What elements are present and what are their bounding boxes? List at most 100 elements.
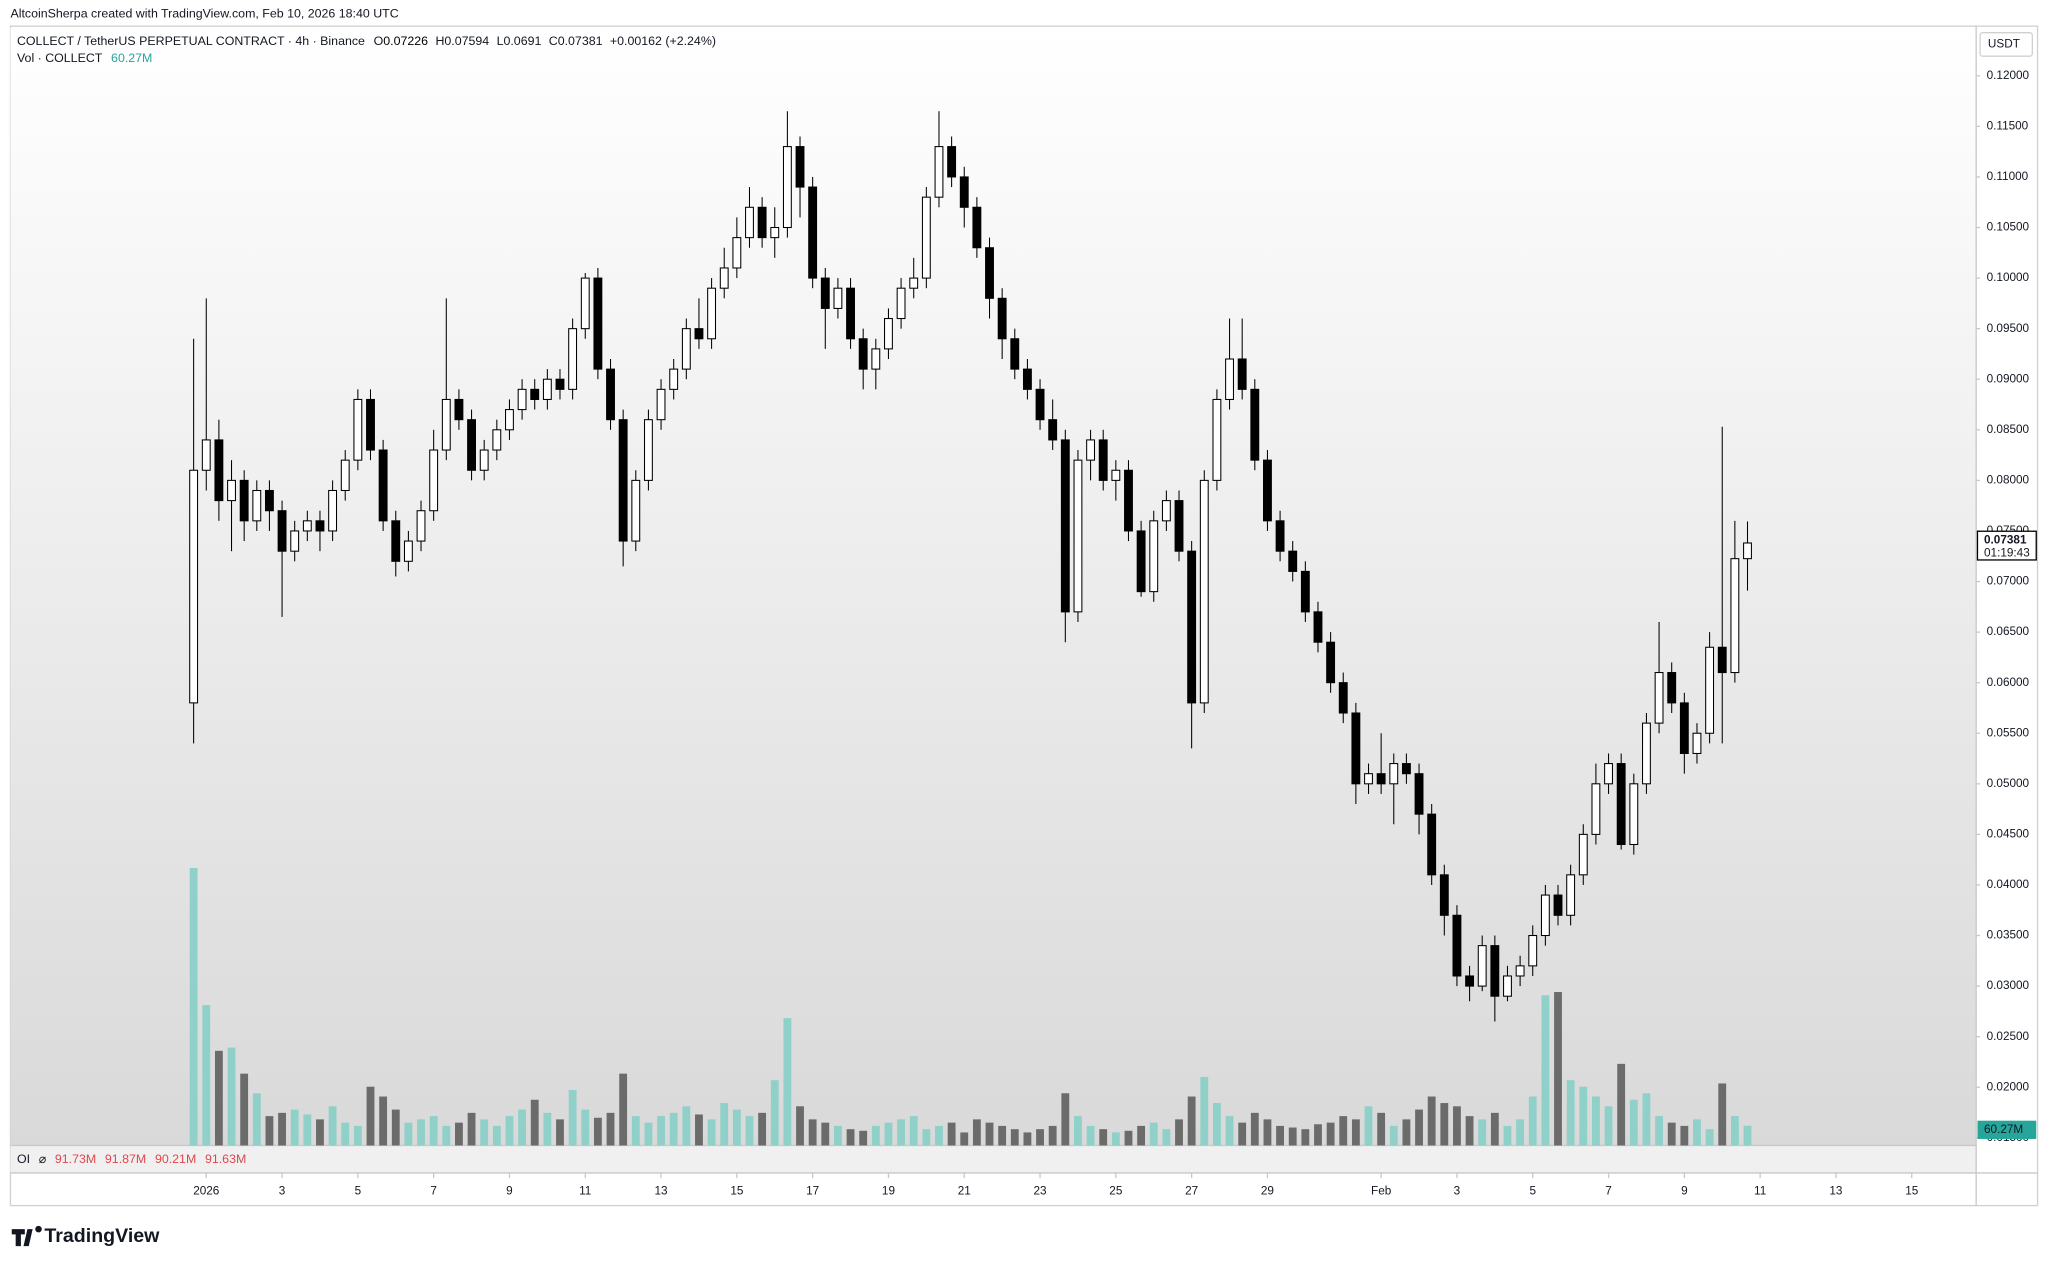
- y-tick-label: 0.04500: [1987, 827, 2030, 840]
- candle-body: [1225, 358, 1234, 400]
- volume-bar: [252, 1093, 261, 1146]
- volume-bar: [1377, 1112, 1386, 1146]
- candle-body: [1439, 874, 1449, 916]
- volume-bar: [240, 1073, 249, 1146]
- volume-bar: [1175, 1119, 1183, 1146]
- volume-bar: [1225, 1116, 1234, 1146]
- x-tick-label: 13: [655, 1184, 669, 1197]
- x-tick-label: 5: [355, 1184, 362, 1197]
- candle-body: [1237, 358, 1247, 390]
- candle-body: [517, 388, 527, 411]
- candle-body: [580, 277, 590, 330]
- candle-body: [1136, 530, 1146, 593]
- x-tick-label: 15: [1905, 1184, 1919, 1197]
- volume-bar: [353, 1125, 362, 1146]
- volume-bar: [1718, 1083, 1727, 1146]
- ohlc-letter: H: [435, 34, 444, 48]
- x-tick-label: 25: [1109, 1184, 1123, 1197]
- low-value: 0.0691: [503, 34, 541, 48]
- candle-body: [947, 146, 957, 178]
- volume-bar: [1389, 1125, 1398, 1146]
- volume-bar: [871, 1125, 880, 1146]
- candle-body: [1553, 894, 1563, 916]
- candle-body: [656, 388, 666, 421]
- x-tick-label: 11: [579, 1184, 591, 1197]
- volume-bar: [341, 1122, 350, 1146]
- volume-bar: [316, 1119, 324, 1146]
- candle-body: [1022, 368, 1032, 390]
- high-value: 0.07594: [444, 34, 489, 48]
- candle-body: [1035, 388, 1045, 421]
- candle-body: [1427, 813, 1437, 876]
- candle-body: [782, 146, 792, 229]
- candle-body: [290, 530, 300, 552]
- candle-body: [479, 449, 489, 471]
- volume-bar: [518, 1109, 527, 1146]
- candle-body: [1187, 550, 1197, 704]
- candle-body: [492, 429, 502, 451]
- volume-bar: [695, 1114, 703, 1146]
- candle-body: [1705, 646, 1715, 734]
- volume-title: Vol · COLLECT: [17, 51, 103, 65]
- currency: USDT: [1988, 38, 2020, 51]
- y-tick-label: 0.09000: [1987, 372, 2030, 385]
- candle-body: [1124, 469, 1133, 532]
- candle-body: [1048, 419, 1058, 441]
- candle-body: [1326, 641, 1336, 684]
- volume-bar: [859, 1130, 868, 1146]
- candle-body: [1679, 702, 1689, 754]
- volume-bar: [947, 1122, 956, 1146]
- candle-body: [1351, 712, 1361, 785]
- volume-bar: [972, 1119, 981, 1146]
- candle-body: [1591, 783, 1601, 835]
- volume-bar: [1200, 1076, 1209, 1146]
- volume-bar: [884, 1122, 893, 1146]
- volume-bar: [682, 1106, 691, 1146]
- volume-bar: [1314, 1124, 1322, 1146]
- volume-bar: [1730, 1116, 1739, 1146]
- candle-body: [1654, 672, 1664, 724]
- volume-bar: [1591, 1096, 1600, 1146]
- y-tick-label: 0.08000: [1987, 473, 2030, 486]
- candle-body: [1338, 682, 1348, 714]
- x-tick-label: 15: [730, 1184, 744, 1197]
- candle-body: [1073, 459, 1083, 613]
- candle-body: [884, 318, 893, 350]
- candle-body: [505, 409, 514, 431]
- candle-body: [264, 489, 274, 512]
- volume-bar: [1351, 1119, 1360, 1146]
- candle-body: [1566, 874, 1576, 916]
- volume-bar: [227, 1047, 236, 1146]
- volume-bar: [669, 1112, 678, 1146]
- oi-value: 91.87M: [105, 1152, 146, 1166]
- x-tick-label: 11: [1754, 1184, 1766, 1197]
- x-tick-label: 17: [806, 1184, 819, 1197]
- x-tick-label: 19: [882, 1184, 895, 1197]
- volume-bar: [1566, 1080, 1575, 1146]
- volume-bar: [707, 1119, 716, 1146]
- candle-body: [1149, 520, 1159, 593]
- volume-bar: [290, 1109, 299, 1146]
- candle-body: [391, 520, 401, 562]
- candle-body: [681, 328, 691, 370]
- candle-body: [631, 479, 641, 542]
- candle-body: [1477, 945, 1487, 987]
- x-tick-label: 5: [1529, 1184, 1536, 1197]
- candle-body: [1578, 833, 1588, 876]
- candle-body: [808, 186, 818, 279]
- candle-body: [1086, 439, 1096, 461]
- volume-bar: [1238, 1122, 1247, 1146]
- candle-body: [618, 419, 628, 542]
- candle-body: [189, 469, 199, 704]
- candle-body: [1717, 646, 1727, 674]
- volume-bar: [1554, 992, 1562, 1146]
- candle-body: [985, 247, 994, 299]
- y-tick-label: 0.07000: [1987, 575, 2030, 588]
- volume-bar: [1478, 1119, 1487, 1146]
- candle-body: [1111, 469, 1121, 481]
- volume-bar: [1465, 1116, 1474, 1146]
- volume-bar: [834, 1125, 842, 1146]
- volume-bar: [998, 1125, 1007, 1146]
- volume-bar: [657, 1116, 665, 1146]
- volume-bar: [1061, 1093, 1070, 1146]
